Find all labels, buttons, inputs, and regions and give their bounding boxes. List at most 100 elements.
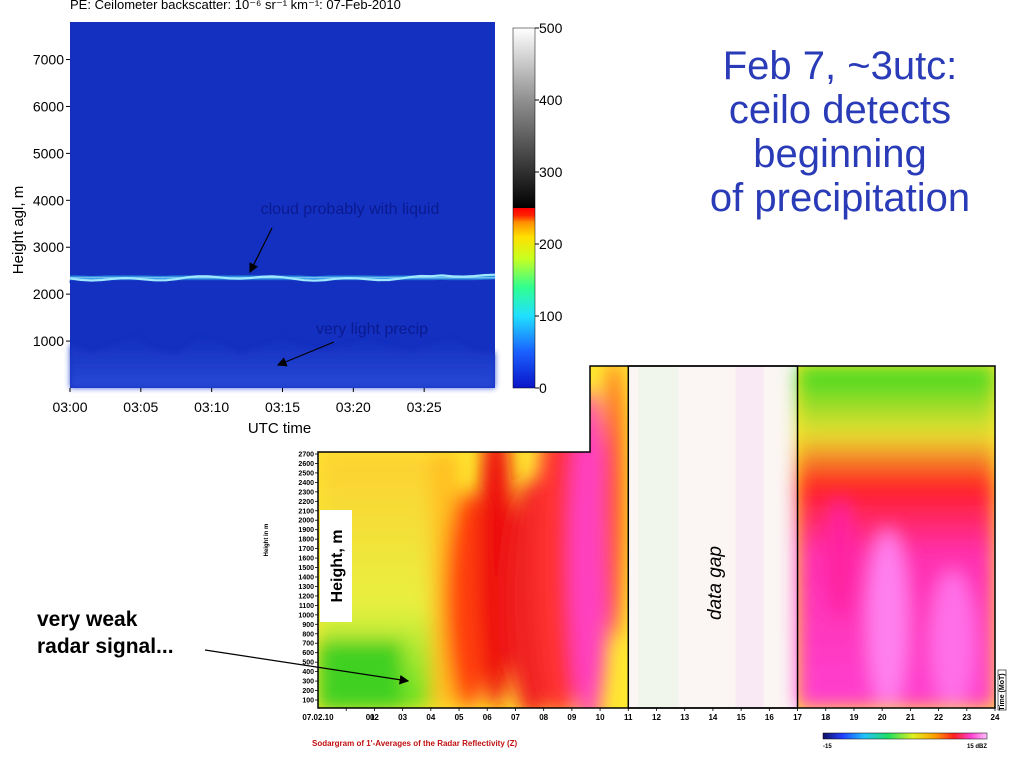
radar-x-tick-label: 04 [426,713,435,722]
radar-y-tick-label: 1300 [298,584,314,591]
ceilometer-x-tick-label: 03:25 [407,399,442,415]
note-line-2: radar signal... [37,635,174,658]
slide-title-line-2: ceilo detects [728,88,952,132]
radar-colorbar-max-label: 15 dBZ [967,744,987,750]
ceilometer-y-tick-label: 3000 [33,239,64,255]
radar-y-tick-label: 1000 [298,612,314,619]
ceilometer-y-tick-label: 5000 [33,145,64,161]
radar-y-small-title: Height in m [264,524,270,557]
radar-right-label: Time (MoT) [999,673,1006,710]
ceilometer-title: PE: Ceilometer backscatter: 10⁻⁶ sr⁻¹ km… [70,0,401,12]
note-line-1: very weak [37,608,138,631]
ceilometer-x-tick-label: 03:20 [336,399,371,415]
radar-x-tick-label: 24 [991,713,1000,722]
ceilometer-colorbar [512,27,536,389]
radar-y-tick-label: 800 [302,631,314,638]
radar-y-tick-label: 500 [302,660,314,667]
radar-y-axis-title: Height, m [329,530,346,603]
radar-x-tick-label: 05 [455,713,464,722]
colorbar-tick-label: 100 [539,308,563,324]
radar-y-tick-label: 2700 [298,452,314,459]
annotation-precip-arrow [276,341,335,367]
radar-y-tick-label: 2500 [298,470,314,477]
ceilometer-x-tick-label: 03:10 [194,399,229,415]
radar-y-tick-label: 1100 [299,603,314,610]
ceilometer-y-tick-label: 7000 [33,52,64,68]
radar-x-tick-label: 17 [793,713,802,722]
radar-x-tick-label: 22 [934,713,943,722]
ceilometer-y-tick-label: 1000 [33,333,64,349]
radar-y-tick-label: 600 [302,650,314,657]
ceilometer-plot-area [70,22,495,388]
radar-x-tick-label: 18 [821,713,830,722]
radar-x-tick-label: 10 [596,713,605,722]
height-label-box [320,510,352,622]
radar-y-tick-label: 1400 [298,575,314,582]
data-gap-label: data gap [705,546,726,620]
radar-y-tick-label: 200 [302,688,314,695]
radar-signal-note: very weak radar signal... [37,606,174,660]
radar-y-tick-label: 2300 [298,489,314,496]
colorbar-tick-label: 400 [539,92,563,108]
cloud-layer-line [69,273,496,282]
radar-x-tick-label: 23 [962,713,971,722]
radar-y-tick-label: 700 [302,641,314,648]
radar-y-tick-label: 2200 [298,499,314,506]
radar-y-tick-label: 2600 [298,461,314,468]
ceilometer-x-tick-label: 03:15 [265,399,300,415]
annotation-precip: very light precip [316,321,428,338]
ceilometer-y-tick-label: 4000 [33,192,64,208]
radar-y-tick-label: 100 [302,698,314,705]
slide-title-line-4: of precipitation [709,176,971,220]
ceilometer-y-tick-label: 6000 [33,98,64,114]
radar-x-tick-label: 07 [511,713,520,722]
radar-x-tick-label: 16 [765,713,774,722]
ceilometer-x-tick-label: 03:00 [52,399,87,415]
radar-y-tick-label: 400 [302,669,314,676]
radar-x-tick-label: 12 [652,713,661,722]
radar-right-label-box [997,669,1007,711]
radar-x-tick-label: 06 [483,713,492,722]
radar-x-tick-label: 02 [370,713,379,722]
colorbar-tick-label: 500 [539,20,563,36]
radar-x-start-label: 07.02.10 [302,713,334,722]
colorbar-tick-label: 0 [539,380,547,396]
colorbar-tick-label: 200 [539,236,563,252]
radar-x-tick-label: 08 [539,713,548,722]
radar-y-tick-label: 900 [302,622,314,629]
radar-x-tick-label: 03 [398,713,407,722]
radar-y-tick-label: 2000 [298,518,314,525]
ceilometer-y-tick-label: 2000 [33,286,64,302]
radar-x-tick-label: 11 [624,713,633,722]
radar-y-tick-label: 2100 [298,508,314,515]
radar-x-tick-label: 15 [737,713,746,722]
radar-colorbar [822,732,988,740]
annotation-cloud-arrow [249,227,273,274]
radar-y-tick-label: 1500 [298,565,314,572]
radar-y-tick-label: 300 [302,679,314,686]
slide-title: Feb 7, ~3utc: ceilo detects beginning of… [680,44,1000,220]
ceilometer-x-tick-label: 03:05 [123,399,158,415]
ceilometer-y-axis-label: Height agl, m [10,186,27,274]
radar-y-tick-label: 1700 [298,546,314,553]
radar-x-tick-label: 19 [850,713,859,722]
slide-title-line-1: Feb 7, ~3utc: [722,44,958,88]
ceilometer-x-axis-label: UTC time [248,420,311,437]
colorbar-tick-label: 300 [539,164,563,180]
radar-y-tick-label: 1200 [298,593,314,600]
radar-y-tick-label: 2400 [298,480,314,487]
annotation-cloud: cloud probably with liquid [261,201,440,218]
radar-title: Sodargram of 1'-Averages of the Radar Re… [312,739,518,748]
radar-x-tick-label: 14 [708,713,717,722]
radar-y-tick-label: 1900 [298,527,314,534]
radar-x-tick-label: 13 [680,713,689,722]
radar-frame [317,365,996,709]
radar-x-tick-label: 20 [878,713,887,722]
radar-y-tick-label: 1800 [298,537,314,544]
slide-title-line-3: beginning [753,132,927,176]
radar-y-tick-label: 1600 [298,556,314,563]
radar-x-tick-label: 21 [906,713,915,722]
